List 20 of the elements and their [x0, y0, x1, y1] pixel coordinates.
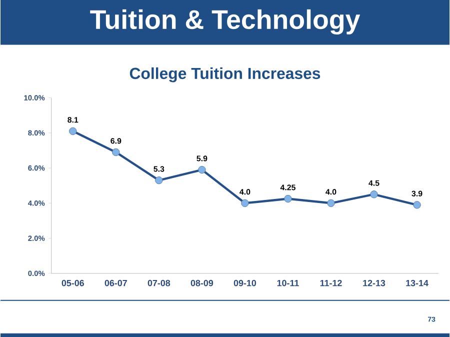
point	[370, 190, 378, 198]
x-tick-label: 07-08	[148, 280, 170, 286]
x-tick-label: 10-11	[277, 280, 299, 286]
point	[69, 127, 77, 135]
x-tick-label: 09-10	[234, 280, 256, 286]
x-tick-label: 12-13	[363, 280, 386, 286]
point	[155, 176, 163, 184]
chart-subtitle: College Tuition Increases	[130, 67, 320, 82]
point	[284, 194, 292, 202]
chart-title: Tuition & Technology	[90, 9, 360, 34]
point	[327, 199, 335, 207]
x-tick-label: 05-06	[62, 280, 84, 286]
x-tick-label: 11-12	[320, 280, 342, 286]
x-tick-label: 08-09	[190, 280, 214, 286]
x-tick-label: 06-07	[104, 280, 127, 286]
point	[413, 200, 421, 209]
point	[112, 148, 120, 156]
point	[198, 166, 206, 174]
x-tick-label: 13-14	[406, 280, 428, 286]
point	[241, 199, 249, 207]
